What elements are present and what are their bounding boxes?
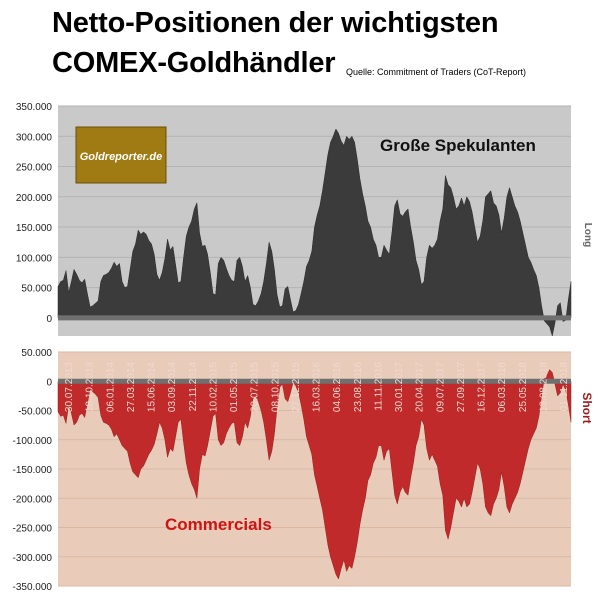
x-axis-date-label: 01.05.2015 (229, 362, 240, 412)
x-axis-date-label: 15.06.2014 (147, 362, 158, 412)
top-y-tick-label: 250.000 (16, 163, 53, 174)
bot-y-tick-label: 50.000 (21, 348, 52, 359)
top-y-tick-label: 300.000 (16, 132, 53, 143)
x-axis-date-label: 01.11.2018 (559, 362, 570, 412)
bottom-side-label: Short (580, 392, 594, 423)
top-legend-label: Große Spekulanten (380, 136, 536, 155)
goldreporter-logo: Goldreporter.de (75, 126, 167, 184)
x-axis-date-label: 16.03.2016 (312, 362, 323, 412)
bot-y-tick-label: -200.000 (13, 494, 53, 505)
x-axis-date-label: 11.11.2016 (373, 362, 384, 411)
top-side-label: Long (582, 223, 593, 247)
x-axis-date-label: 20.07.2015 (250, 362, 261, 412)
x-axis-date-label: 09.07.2017 (435, 362, 446, 412)
bot-y-tick-label: -100.000 (13, 436, 53, 447)
logo-background (75, 126, 167, 184)
x-axis-date-label: 10.02.2015 (208, 362, 219, 412)
bot-y-tick-label: -300.000 (13, 553, 53, 564)
x-axis-date-label: 08.10.2015 (270, 362, 281, 412)
top-y-tick-label: 350.000 (16, 102, 53, 113)
x-axis-date-label: 27.12.2015 (291, 362, 302, 412)
x-axis-date-label: 22.11.2014 (188, 362, 199, 412)
bot-y-tick-label: 0 (46, 377, 52, 388)
x-axis-date-label: 03.09.2014 (167, 362, 178, 412)
x-axis-date-label: 25.05.2018 (518, 362, 529, 412)
x-axis-date-label: 20.04.2017 (415, 362, 426, 412)
bot-y-tick-label: -150.000 (13, 465, 53, 476)
top-y-tick-label: 0 (46, 314, 52, 325)
x-axis-date-label: 16.12.2017 (477, 362, 488, 412)
bot-y-tick-label: -250.000 (13, 524, 53, 535)
chart-title-line-2: COMEX-Goldhändler (52, 47, 336, 79)
bot-y-tick-label: -350.000 (13, 582, 53, 593)
bottom-legend-label: Commercials (165, 515, 272, 534)
bot-y-tick-label: -50.000 (18, 407, 52, 418)
top-series-area (57, 128, 572, 337)
bottom-y-axis-ticks: 50.000 0 -50.000 -100.000 -150.000 -200.000 -2… (13, 348, 53, 593)
top-y-tick-label: 100.000 (16, 253, 53, 264)
top-y-tick-label: 200.000 (16, 193, 53, 204)
x-axis-date-label: 13.08.2018 (538, 362, 549, 412)
chart-title-line-1: Netto-Positionen der wichtigsten (52, 7, 499, 39)
logo-text: Goldreporter.de (80, 151, 163, 163)
x-axis-date-label: 06.03.2018 (497, 362, 508, 412)
x-axis-date-label: 30.07.2013 (64, 362, 75, 412)
x-axis-date-label: 23.08.2016 (353, 362, 364, 412)
top-y-axis-ticks: 350.000 300.000 250.000 200.000 150.000 100.0… (16, 102, 53, 325)
source-note: Quelle: Commitment of Traders (CoT-Repor… (346, 67, 527, 77)
bottom-series-area (57, 369, 572, 580)
top-chart: 350.000 300.000 250.000 200.000 150.000 100.0… (16, 102, 593, 337)
bottom-chart: 50.000 0 -50.000 -100.000 -150.000 -200.000 -2… (13, 348, 594, 593)
x-axis-date-label: 27.09.2017 (456, 362, 467, 412)
x-axis-date-label: 30.01.2017 (394, 362, 405, 412)
x-axis-date-label: 04.06.2016 (332, 362, 343, 412)
x-axis-date-label: 27.03.2014 (126, 362, 137, 412)
top-y-tick-label: 50.000 (21, 284, 52, 295)
top-y-tick-label: 150.000 (16, 223, 53, 234)
x-axis-date-label: 06.01.2014 (105, 362, 116, 412)
x-axis-date-label: 18.10.2013 (85, 362, 96, 412)
bottom-x-axis-labels: 30.07.2013 18.10.2013 06.01.2014 27.03.2014… (64, 362, 570, 412)
